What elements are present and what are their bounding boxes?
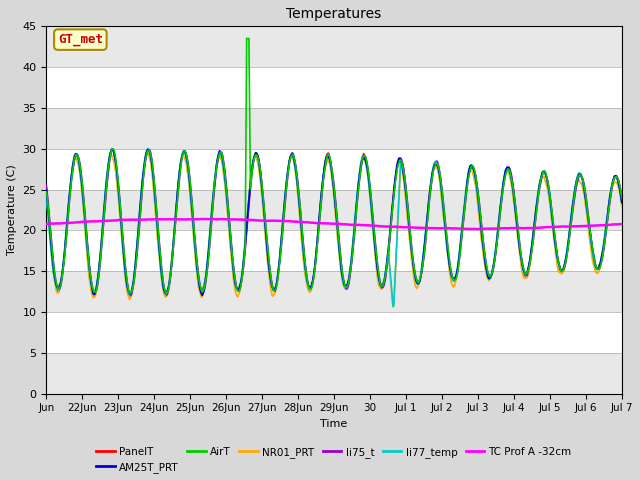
Bar [46, 353, 622, 394]
Bar [46, 312, 622, 353]
Text: GT_met: GT_met [58, 33, 103, 46]
Bar [46, 108, 622, 149]
Bar [46, 0, 622, 26]
Bar [46, 190, 622, 230]
Legend: PanelT, AM25T_PRT, AirT, NR01_PRT, li75_t, li77_temp, TC Prof A -32cm: PanelT, AM25T_PRT, AirT, NR01_PRT, li75_… [92, 443, 576, 477]
Y-axis label: Temperature (C): Temperature (C) [7, 165, 17, 255]
Bar [46, 149, 622, 190]
Bar [46, 271, 622, 312]
Bar [46, 230, 622, 271]
Title: Temperatures: Temperatures [287, 7, 381, 21]
Bar [46, 67, 622, 108]
X-axis label: Time: Time [321, 419, 348, 429]
Bar [46, 26, 622, 67]
